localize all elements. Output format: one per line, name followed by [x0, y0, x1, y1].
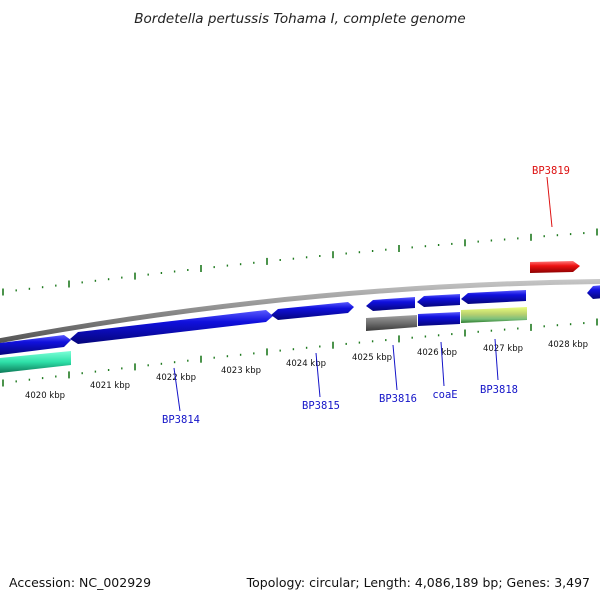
- leader-bp3816: [392, 344, 398, 391]
- gene-label-bp3819[interactable]: BP3819: [532, 165, 570, 177]
- feature-olive[interactable]: [461, 307, 527, 323]
- scale-label-4023: 4023 kbp: [221, 366, 261, 376]
- gene-label-bp3815[interactable]: BP3815: [302, 400, 340, 412]
- feature-bp3815[interactable]: [271, 302, 354, 320]
- feature-bp3818[interactable]: [461, 290, 526, 304]
- feature-gray[interactable]: [366, 315, 417, 331]
- feature-teal[interactable]: [0, 351, 71, 373]
- feature-bp3819[interactable]: [530, 261, 580, 273]
- scale-label-4022: 4022 kbp: [156, 373, 196, 383]
- feature-left-edge[interactable]: [0, 335, 71, 355]
- scale-label-4024: 4024 kbp: [286, 359, 326, 369]
- leader-bp3819: [546, 176, 553, 228]
- feature-bp3816[interactable]: [366, 297, 415, 311]
- scale-label-4025: 4025 kbp: [352, 353, 392, 363]
- genome-summary-text: Topology: circular; Length: 4,086,189 bp…: [246, 575, 590, 590]
- forward-tick-track: [2, 228, 598, 296]
- scale-labels: 4020 kbp 4021 kbp 4022 kbp 4023 kbp 4024…: [25, 340, 588, 401]
- gene-label-coae[interactable]: coaE: [432, 389, 457, 401]
- gene-label-bp3818[interactable]: BP3818: [480, 384, 518, 396]
- scale-label-4027: 4027 kbp: [483, 344, 523, 354]
- label-leaders: [173, 176, 553, 412]
- reverse-tick-track: [2, 318, 598, 387]
- scale-label-4026: 4026 kbp: [417, 348, 457, 358]
- accession-text: Accession: NC_002929: [9, 575, 151, 590]
- leader-bp3814: [173, 367, 181, 412]
- gene-label-bp3816[interactable]: BP3816: [379, 393, 417, 405]
- leader-coae: [440, 341, 445, 387]
- gene-label-bp3814[interactable]: BP3814: [162, 414, 200, 426]
- map-title: Bordetella pertussis Tohama I, complete …: [134, 11, 465, 27]
- feature-coae-lower[interactable]: [418, 312, 460, 326]
- feature-right-edge[interactable]: [587, 285, 600, 299]
- scale-label-4028: 4028 kbp: [548, 340, 588, 350]
- feature-coae[interactable]: [417, 294, 460, 307]
- feature-bp3814[interactable]: [70, 310, 273, 344]
- scale-label-4020: 4020 kbp: [25, 391, 65, 401]
- leader-bp3818: [494, 338, 499, 381]
- scale-label-4021: 4021 kbp: [90, 381, 130, 391]
- gene-labels: BP3814 BP3815 BP3816 coaE BP3818 BP3819: [162, 165, 570, 426]
- leader-bp3815: [315, 352, 321, 398]
